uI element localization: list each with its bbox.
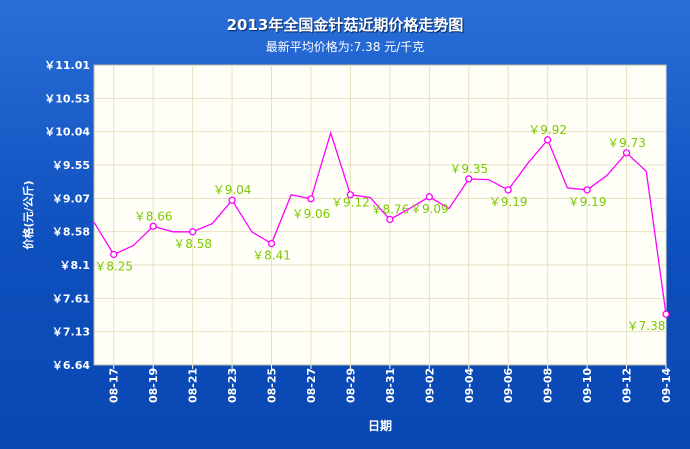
x-tick-label: 09-04	[463, 367, 476, 403]
y-tick-label: ￥7.13	[52, 326, 90, 339]
x-axis-title: 日期	[368, 418, 392, 433]
x-tick-label: 08-27	[305, 368, 318, 403]
data-point	[544, 136, 552, 144]
data-point	[346, 191, 355, 199]
x-tick-label: 09-12	[621, 368, 634, 403]
chart-title: 2013年全国金针菇近期价格走势图	[226, 16, 464, 34]
y-tick-label: ￥10.53	[44, 92, 90, 105]
y-tick-label: ￥6.64	[52, 359, 90, 372]
x-tick-label: 09-14	[660, 367, 673, 403]
data-label: ￥9.19	[568, 195, 607, 209]
x-tick-label: 08-25	[266, 368, 279, 403]
plot-area	[93, 64, 667, 366]
x-tick-label: 08-23	[226, 368, 239, 403]
x-tick-label: 08-31	[384, 368, 397, 403]
x-tick-label: 09-02	[423, 368, 436, 403]
data-point	[504, 186, 512, 194]
data-point	[267, 239, 276, 248]
data-point	[188, 228, 197, 236]
data-label: ￥9.04	[213, 183, 252, 197]
data-point	[228, 196, 236, 204]
y-tick-label: ￥11.01	[44, 59, 90, 72]
y-tick-label: ￥8.1	[60, 259, 91, 272]
y-tick-label: ￥8.58	[52, 226, 90, 239]
y-tick-label: ￥10.04	[44, 126, 90, 139]
x-tick-label: 09-06	[502, 367, 515, 403]
data-point	[149, 222, 157, 230]
data-label: ￥9.12	[331, 196, 370, 210]
x-tick-label: 08-17	[108, 368, 121, 403]
x-tick-label: 09-08	[542, 368, 555, 403]
x-tick-label: 09-10	[581, 367, 594, 403]
data-label: ￥7.38	[627, 319, 666, 333]
data-label: ￥9.19	[489, 195, 528, 209]
data-point	[425, 193, 433, 201]
data-point	[110, 250, 118, 259]
data-point	[583, 186, 591, 194]
data-point	[622, 149, 631, 157]
data-label: ￥9.06	[292, 207, 331, 221]
data-point	[307, 195, 315, 203]
y-tick-label: ￥9.55	[52, 159, 90, 172]
data-label: ￥8.66	[134, 209, 173, 223]
data-point	[465, 175, 473, 183]
data-label: ￥9.35	[449, 162, 488, 176]
data-label: ￥8.76	[370, 202, 409, 216]
x-tick-label: 08-19	[147, 368, 160, 403]
data-label: ￥8.41	[252, 248, 291, 262]
data-label: ￥9.73	[607, 136, 646, 150]
x-tick-label: 08-21	[187, 368, 200, 403]
data-label: ￥9.92	[528, 123, 567, 137]
x-tick-label: 08-29	[344, 368, 357, 403]
chart-subtitle: 最新平均价格为:7.38 元/千克	[265, 40, 425, 54]
data-point	[386, 215, 394, 224]
y-tick-label: ￥9.07	[52, 192, 90, 205]
data-label: ￥9.09	[410, 202, 449, 216]
data-label: ￥8.58	[173, 237, 212, 251]
data-label: ￥8.25	[94, 259, 133, 273]
y-tick-label: ￥7.61	[52, 292, 90, 305]
data-point	[662, 310, 670, 318]
y-axis-title: 价格(元/公斤)	[21, 180, 35, 249]
